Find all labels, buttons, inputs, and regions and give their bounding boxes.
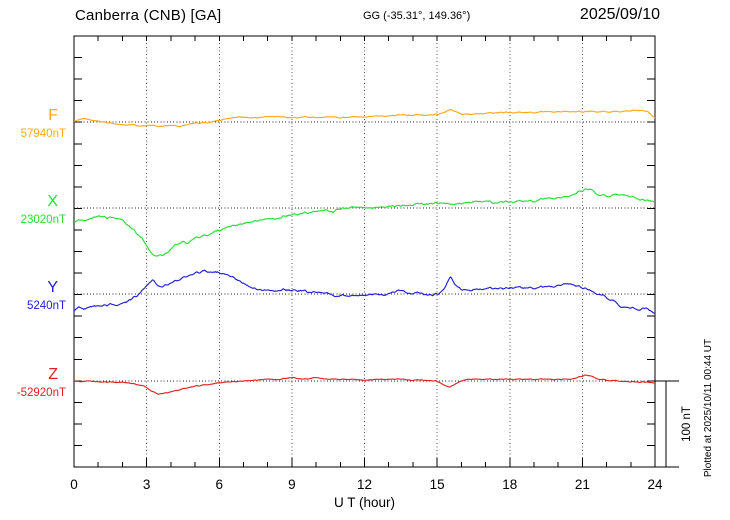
trace-X xyxy=(73,188,656,257)
x-tick-label: 3 xyxy=(143,477,151,492)
x-tick-label: 24 xyxy=(647,477,663,492)
channel-baseline-value-Y: 5240nT xyxy=(26,300,66,312)
plot-frame xyxy=(73,35,656,468)
observation-date: 2025/09/10 xyxy=(579,6,660,23)
plotted-at-label: Plotted at 2025/10/11 00:44 UT xyxy=(703,338,714,478)
x-tick-label: 15 xyxy=(430,477,445,492)
channel-name-X: X xyxy=(47,193,58,210)
x-tick-label: 9 xyxy=(288,477,296,492)
channel-name-Z: Z xyxy=(48,366,58,383)
x-tick-label: 6 xyxy=(215,477,223,492)
trace-Y xyxy=(73,269,656,315)
x-axis-title: U T (hour) xyxy=(334,495,395,510)
channel-baseline-value-X: 23020nT xyxy=(20,214,66,226)
channel-baseline-value-F: 57940nT xyxy=(20,128,66,140)
x-tick-label: 18 xyxy=(502,477,517,492)
channel-name-F: F xyxy=(48,107,58,124)
station-title: Canberra (CNB) [GA] xyxy=(75,7,222,24)
x-tick-label: 21 xyxy=(575,477,590,492)
channel-baseline-value-Z: -52920nT xyxy=(16,387,66,399)
x-tick-label: 12 xyxy=(357,477,372,492)
geographic-coordinates: GG (-35.31°, 149.36°) xyxy=(363,10,471,22)
trace-F xyxy=(73,108,656,128)
x-tick-label: 0 xyxy=(70,477,78,492)
trace-Z xyxy=(73,374,656,395)
channel-name-Y: Y xyxy=(47,279,58,296)
scale-bar-label: 100 nT xyxy=(681,406,693,442)
